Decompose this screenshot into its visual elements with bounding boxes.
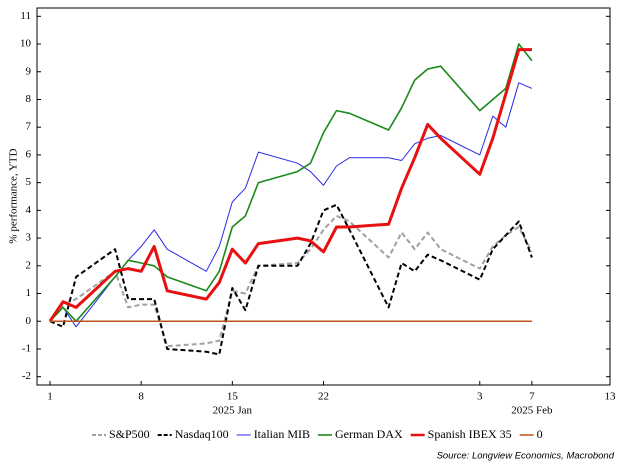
y-tick-label: 8 xyxy=(26,93,32,105)
series-line xyxy=(48,48,532,323)
y-axis-label: % performance, YTD xyxy=(8,148,20,243)
y-tick-label: 9 xyxy=(26,65,32,77)
y-tick-label: -1 xyxy=(22,342,31,354)
legend-label: German DAX xyxy=(335,427,403,441)
x-tick-label: 8 xyxy=(138,391,144,403)
legend-label: Italian MIB xyxy=(254,427,310,441)
y-tick-label: 10 xyxy=(20,38,32,50)
y-tick-label: 2 xyxy=(26,259,32,271)
source: Source: Longview Economics, Macrobond xyxy=(437,451,615,462)
legend: S&P500 Nasdaq100 Italian MIB German DAX Span… xyxy=(92,427,543,441)
y-tick-label: 3 xyxy=(26,232,32,244)
x-tick-label: 22 xyxy=(318,391,329,403)
legend-label: Nasdaq100 xyxy=(175,427,229,441)
x-period-label: 2025 Feb xyxy=(511,405,553,417)
y-tick-label: -2 xyxy=(22,370,31,382)
legend-label: 0 xyxy=(537,427,543,441)
x-tick-label: 7 xyxy=(529,391,535,403)
y-tick-label: 1 xyxy=(26,287,32,299)
x-tick-label: 15 xyxy=(227,391,239,403)
legend-label: S&P500 xyxy=(109,427,150,441)
series-line xyxy=(49,214,533,348)
series-line xyxy=(49,203,533,356)
series-line xyxy=(49,43,533,322)
plot-frame xyxy=(36,7,611,386)
y-tick-label: 7 xyxy=(26,121,32,133)
x-tick-label: 1 xyxy=(47,391,53,403)
y-tick-label: 11 xyxy=(20,10,31,22)
y-tick-label: 4 xyxy=(26,204,32,216)
x-tick-label: 13 xyxy=(605,391,617,403)
x-period-label: 2025 Jan xyxy=(213,405,253,417)
y-tick-label: 5 xyxy=(26,176,32,188)
y-tick-label: 6 xyxy=(26,148,32,160)
legend-label: Spanish IBEX 35 xyxy=(428,427,512,441)
series-line xyxy=(49,82,533,328)
x-tick-label: 3 xyxy=(477,391,483,403)
y-tick-label: 0 xyxy=(26,315,32,327)
